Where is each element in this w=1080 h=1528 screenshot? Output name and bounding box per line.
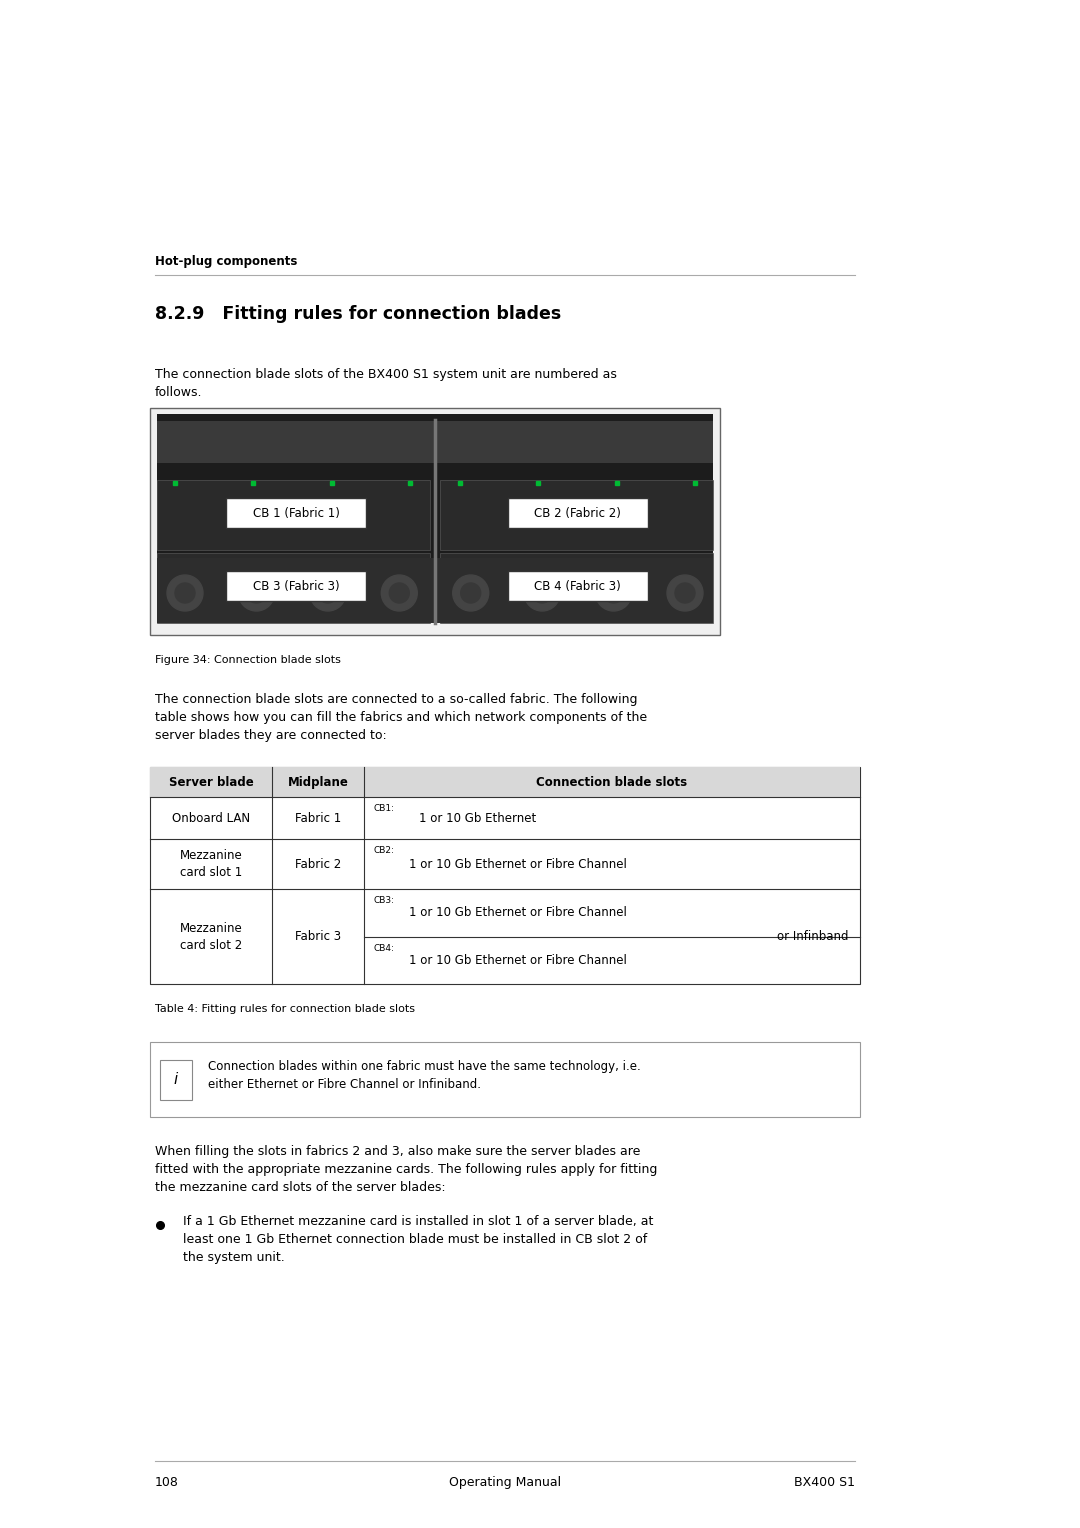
Bar bbox=[157, 414, 713, 623]
Text: CB1:: CB1: bbox=[374, 804, 395, 813]
Text: Fabric 2: Fabric 2 bbox=[295, 857, 341, 871]
Circle shape bbox=[318, 584, 338, 604]
Circle shape bbox=[532, 584, 552, 604]
Circle shape bbox=[675, 584, 696, 604]
Bar bbox=[160, 1060, 192, 1100]
Text: CB 3 (Fabric 3): CB 3 (Fabric 3) bbox=[253, 579, 339, 593]
Text: Midplane: Midplane bbox=[287, 776, 349, 788]
Text: CB 1 (Fabric 1): CB 1 (Fabric 1) bbox=[253, 506, 339, 520]
Text: BX400 S1: BX400 S1 bbox=[794, 1476, 855, 1488]
Text: Mezzanine
card slot 1: Mezzanine card slot 1 bbox=[179, 850, 242, 879]
Bar bbox=[150, 767, 860, 798]
Text: When filling the slots in fabrics 2 and 3, also make sure the server blades are
: When filling the slots in fabrics 2 and … bbox=[156, 1144, 658, 1193]
Bar bbox=[226, 571, 366, 601]
Bar bbox=[157, 480, 430, 550]
Text: 8.2.9   Fitting rules for connection blades: 8.2.9 Fitting rules for connection blade… bbox=[156, 306, 562, 322]
Bar bbox=[508, 498, 648, 529]
Text: CB3:: CB3: bbox=[374, 895, 395, 905]
Circle shape bbox=[604, 584, 623, 604]
Circle shape bbox=[246, 584, 267, 604]
Text: Server blade: Server blade bbox=[168, 776, 254, 788]
Text: Fabric 1: Fabric 1 bbox=[295, 811, 341, 825]
Circle shape bbox=[310, 575, 346, 611]
Circle shape bbox=[381, 575, 417, 611]
Text: Fabric 3: Fabric 3 bbox=[295, 931, 341, 943]
Text: 108: 108 bbox=[156, 1476, 179, 1488]
Text: CB2:: CB2: bbox=[374, 847, 395, 856]
Text: Connection blade slots: Connection blade slots bbox=[537, 776, 688, 788]
Text: The connection blade slots of the BX400 S1 system unit are numbered as
follows.: The connection blade slots of the BX400 … bbox=[156, 368, 617, 399]
Circle shape bbox=[461, 584, 481, 604]
Bar bbox=[150, 767, 860, 984]
Circle shape bbox=[524, 575, 561, 611]
Circle shape bbox=[667, 575, 703, 611]
Text: Figure 34: Connection blade slots: Figure 34: Connection blade slots bbox=[156, 656, 341, 665]
Text: CB 4 (Fabric 3): CB 4 (Fabric 3) bbox=[535, 579, 621, 593]
Circle shape bbox=[167, 575, 203, 611]
Text: If a 1 Gb Ethernet mezzanine card is installed in slot 1 of a server blade, at
l: If a 1 Gb Ethernet mezzanine card is ins… bbox=[183, 1215, 653, 1264]
Bar bbox=[157, 553, 430, 623]
Text: 1 or 10 Gb Ethernet or Fibre Channel: 1 or 10 Gb Ethernet or Fibre Channel bbox=[409, 857, 626, 871]
Text: i: i bbox=[174, 1073, 178, 1088]
Text: Mezzanine
card slot 2: Mezzanine card slot 2 bbox=[179, 921, 242, 952]
Bar bbox=[440, 553, 713, 623]
Bar bbox=[150, 408, 720, 636]
Text: Hot-plug components: Hot-plug components bbox=[156, 255, 297, 267]
Bar bbox=[508, 571, 648, 601]
Text: Onboard LAN: Onboard LAN bbox=[172, 811, 251, 825]
Bar bbox=[157, 558, 713, 623]
Text: Operating Manual: Operating Manual bbox=[449, 1476, 562, 1488]
Text: 1 or 10 Gb Ethernet or Fibre Channel: 1 or 10 Gb Ethernet or Fibre Channel bbox=[409, 906, 626, 920]
Text: Connection blades within one fabric must have the same technology, i.e.
either E: Connection blades within one fabric must… bbox=[208, 1060, 640, 1091]
Text: CB 2 (Fabric 2): CB 2 (Fabric 2) bbox=[535, 506, 621, 520]
Bar bbox=[157, 422, 713, 463]
Circle shape bbox=[453, 575, 489, 611]
Text: Table 4: Fitting rules for connection blade slots: Table 4: Fitting rules for connection bl… bbox=[156, 1004, 415, 1015]
Circle shape bbox=[175, 584, 195, 604]
Bar bbox=[440, 480, 713, 550]
Text: 1 or 10 Gb Ethernet: 1 or 10 Gb Ethernet bbox=[419, 811, 537, 825]
Text: The connection blade slots are connected to a so-called fabric. The following
ta: The connection blade slots are connected… bbox=[156, 694, 647, 743]
Bar bbox=[150, 1042, 860, 1117]
Circle shape bbox=[595, 575, 632, 611]
Bar bbox=[226, 498, 366, 529]
Text: or Infinband: or Infinband bbox=[777, 931, 848, 943]
Text: CB4:: CB4: bbox=[374, 943, 395, 952]
Circle shape bbox=[239, 575, 274, 611]
Text: 1 or 10 Gb Ethernet or Fibre Channel: 1 or 10 Gb Ethernet or Fibre Channel bbox=[409, 953, 626, 967]
Circle shape bbox=[389, 584, 409, 604]
